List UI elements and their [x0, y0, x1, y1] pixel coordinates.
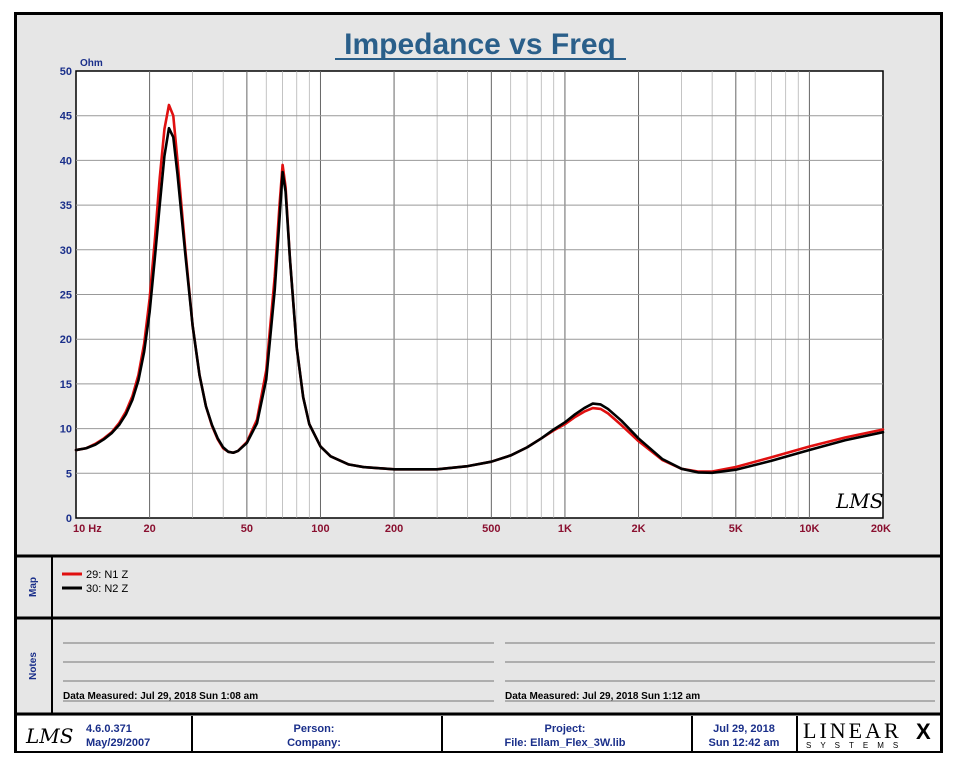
x-tick-label: 10K — [799, 523, 819, 535]
y-tick-label: 10 — [60, 424, 72, 436]
footer-person-label: Person: — [294, 723, 335, 735]
x-tick-label: 50 — [241, 523, 253, 535]
x-tick-label: 10 Hz — [73, 523, 102, 535]
footer-file-label: File: Ellam_Flex_3W.lib — [504, 737, 625, 749]
footer-brand-linear: LINEAR — [803, 718, 902, 743]
x-ticks: 10 Hz 20 50 100 200 500 1K 2K 5K 10K 20K — [73, 523, 891, 535]
y-tick-label: 15 — [60, 379, 72, 391]
y-axis-unit: Ohm — [80, 58, 103, 69]
legend-label-n2: 30: N2 Z — [86, 583, 128, 595]
footer-version-date: May/29/2007 — [86, 737, 150, 749]
y-tick-label: 30 — [60, 245, 72, 257]
legend-label-n1: 29: N1 Z — [86, 569, 128, 581]
x-tick-label: 200 — [385, 523, 403, 535]
footer-lms-logo: LMS — [25, 724, 73, 748]
footer-version: 4.6.0.371 — [86, 723, 132, 735]
x-tick-label: 5K — [729, 523, 743, 535]
notes-left-measured: Data Measured: Jul 29, 2018 Sun 1:08 am — [63, 691, 258, 702]
y-ticks: 0 5 10 15 20 25 30 35 40 45 50 — [60, 66, 72, 525]
note-lines — [63, 642, 935, 702]
lms-watermark: LMS — [835, 489, 883, 513]
x-tick-label: 20K — [871, 523, 891, 535]
y-tick-label: 20 — [60, 334, 72, 346]
footer-company-label: Company: — [287, 737, 341, 749]
series-line-n2-z — [74, 126, 885, 475]
y-tick-label: 50 — [60, 66, 72, 78]
x-tick-label: 20 — [143, 523, 155, 535]
y-tick-label: 45 — [60, 111, 72, 123]
y-tick-label: 5 — [66, 468, 72, 480]
footer-date: Jul 29, 2018 — [713, 723, 775, 735]
y-tick-label: 35 — [60, 200, 72, 212]
series-group — [74, 103, 885, 475]
x-tick-label: 100 — [311, 523, 329, 535]
x-tick-label: 500 — [482, 523, 500, 535]
chart-title: Impedance vs Freq — [344, 28, 616, 61]
notes-label: Notes — [28, 652, 39, 680]
x-tick-label: 2K — [631, 523, 645, 535]
footer-time: Sun 12:42 am — [709, 737, 780, 749]
footer-project-label: Project: — [545, 723, 586, 735]
y-tick-label: 0 — [66, 513, 72, 525]
footer-bg — [17, 716, 940, 751]
footer-brand-x: X — [916, 719, 934, 744]
notes-right-measured: Data Measured: Jul 29, 2018 Sun 1:12 am — [505, 691, 700, 702]
y-tick-label: 25 — [60, 290, 72, 302]
y-tick-label: 40 — [60, 155, 72, 167]
footer-brand-systems: SYSTEMS — [806, 741, 907, 750]
x-tick-label: 1K — [558, 523, 572, 535]
map-label: Map — [28, 577, 39, 597]
